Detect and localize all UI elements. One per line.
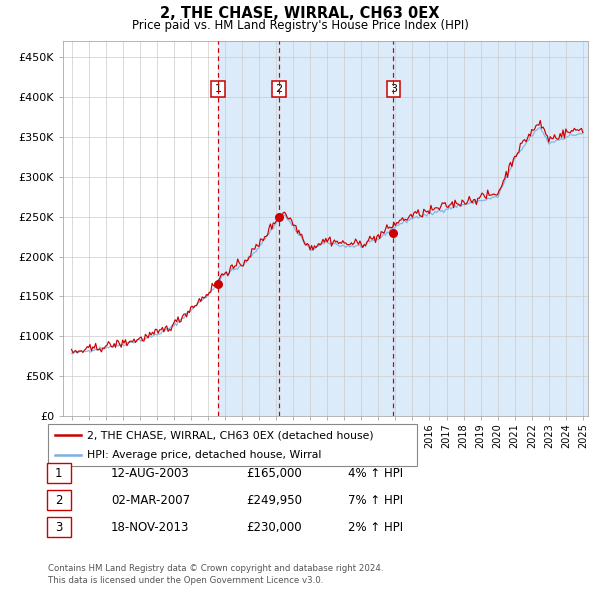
Text: Price paid vs. HM Land Registry's House Price Index (HPI): Price paid vs. HM Land Registry's House …	[131, 19, 469, 32]
Text: Contains HM Land Registry data © Crown copyright and database right 2024.
This d: Contains HM Land Registry data © Crown c…	[48, 565, 383, 585]
Text: 7% ↑ HPI: 7% ↑ HPI	[348, 494, 403, 507]
Bar	[218, 41, 279, 416]
Text: 2, THE CHASE, WIRRAL, CH63 0EX: 2, THE CHASE, WIRRAL, CH63 0EX	[160, 6, 440, 21]
Bar	[394, 41, 600, 416]
Text: 3: 3	[55, 521, 62, 534]
Text: 1: 1	[215, 84, 222, 94]
Text: 2% ↑ HPI: 2% ↑ HPI	[348, 521, 403, 534]
Text: 18-NOV-2013: 18-NOV-2013	[111, 521, 190, 534]
Text: £249,950: £249,950	[246, 494, 302, 507]
Text: £230,000: £230,000	[246, 521, 302, 534]
Text: 2: 2	[275, 84, 283, 94]
Text: HPI: Average price, detached house, Wirral: HPI: Average price, detached house, Wirr…	[87, 451, 322, 460]
Text: 2: 2	[55, 494, 62, 507]
Text: 02-MAR-2007: 02-MAR-2007	[111, 494, 190, 507]
Text: 2, THE CHASE, WIRRAL, CH63 0EX (detached house): 2, THE CHASE, WIRRAL, CH63 0EX (detached…	[87, 430, 374, 440]
Text: £165,000: £165,000	[246, 467, 302, 480]
Text: 1: 1	[55, 467, 62, 480]
Bar	[279, 41, 394, 416]
Text: 3: 3	[390, 84, 397, 94]
Text: 12-AUG-2003: 12-AUG-2003	[111, 467, 190, 480]
Text: 4% ↑ HPI: 4% ↑ HPI	[348, 467, 403, 480]
